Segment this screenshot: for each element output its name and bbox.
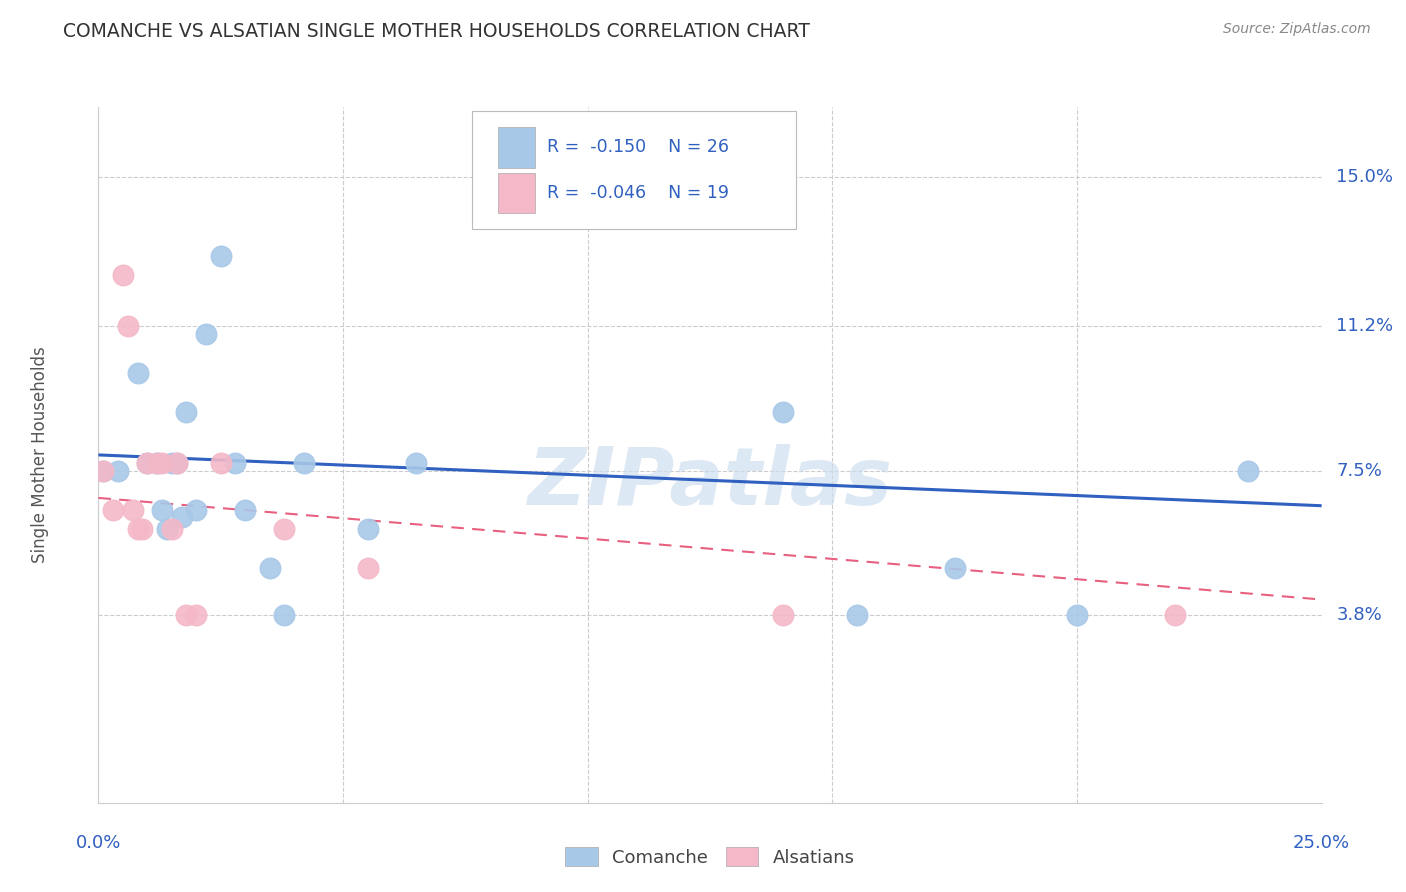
Point bbox=[150, 456, 173, 470]
Point bbox=[160, 522, 183, 536]
Text: 15.0%: 15.0% bbox=[1336, 169, 1393, 186]
Point bbox=[273, 608, 295, 623]
Point bbox=[121, 502, 143, 516]
Text: R =  -0.046    N = 19: R = -0.046 N = 19 bbox=[547, 185, 730, 202]
Point bbox=[170, 510, 193, 524]
Point bbox=[176, 405, 198, 419]
Point bbox=[91, 464, 114, 478]
Point bbox=[146, 456, 169, 470]
FancyBboxPatch shape bbox=[471, 111, 796, 229]
Point bbox=[1237, 464, 1260, 478]
Point bbox=[156, 522, 179, 536]
Point bbox=[195, 326, 218, 341]
Point bbox=[166, 456, 188, 470]
Point bbox=[131, 522, 153, 536]
Point bbox=[136, 456, 159, 470]
Text: 11.2%: 11.2% bbox=[1336, 317, 1393, 334]
Point bbox=[136, 456, 159, 470]
Point bbox=[150, 502, 173, 516]
Point bbox=[224, 456, 246, 470]
Point bbox=[166, 456, 188, 470]
Point bbox=[943, 561, 966, 575]
Text: COMANCHE VS ALSATIAN SINGLE MOTHER HOUSEHOLDS CORRELATION CHART: COMANCHE VS ALSATIAN SINGLE MOTHER HOUSE… bbox=[63, 22, 810, 41]
Point bbox=[405, 456, 427, 470]
Point bbox=[186, 608, 208, 623]
Point bbox=[176, 608, 198, 623]
Point bbox=[233, 502, 256, 516]
Point bbox=[146, 456, 169, 470]
Text: Source: ZipAtlas.com: Source: ZipAtlas.com bbox=[1223, 22, 1371, 37]
Point bbox=[107, 464, 129, 478]
Point bbox=[772, 405, 794, 419]
Text: R =  -0.150    N = 26: R = -0.150 N = 26 bbox=[547, 138, 730, 156]
Point bbox=[160, 456, 183, 470]
Text: 0.0%: 0.0% bbox=[76, 834, 121, 852]
Text: 25.0%: 25.0% bbox=[1294, 834, 1350, 852]
Point bbox=[101, 502, 124, 516]
Text: Single Mother Households: Single Mother Households bbox=[31, 347, 49, 563]
Text: 3.8%: 3.8% bbox=[1336, 607, 1382, 624]
Point bbox=[209, 249, 232, 263]
Point bbox=[117, 318, 139, 333]
Point bbox=[273, 522, 295, 536]
Point bbox=[127, 366, 149, 380]
Text: 7.5%: 7.5% bbox=[1336, 461, 1382, 480]
Point bbox=[1066, 608, 1088, 623]
Point bbox=[209, 456, 232, 470]
Point bbox=[356, 522, 378, 536]
Point bbox=[1164, 608, 1187, 623]
Point bbox=[259, 561, 281, 575]
Text: ZIPatlas: ZIPatlas bbox=[527, 443, 893, 522]
Legend: Comanche, Alsatians: Comanche, Alsatians bbox=[558, 840, 862, 874]
Point bbox=[186, 502, 208, 516]
Point bbox=[91, 464, 114, 478]
Point bbox=[356, 561, 378, 575]
Point bbox=[111, 268, 134, 282]
Bar bbox=[498, 128, 536, 168]
Point bbox=[845, 608, 868, 623]
Bar bbox=[498, 173, 536, 213]
Point bbox=[292, 456, 315, 470]
Point bbox=[127, 522, 149, 536]
Point bbox=[772, 608, 794, 623]
